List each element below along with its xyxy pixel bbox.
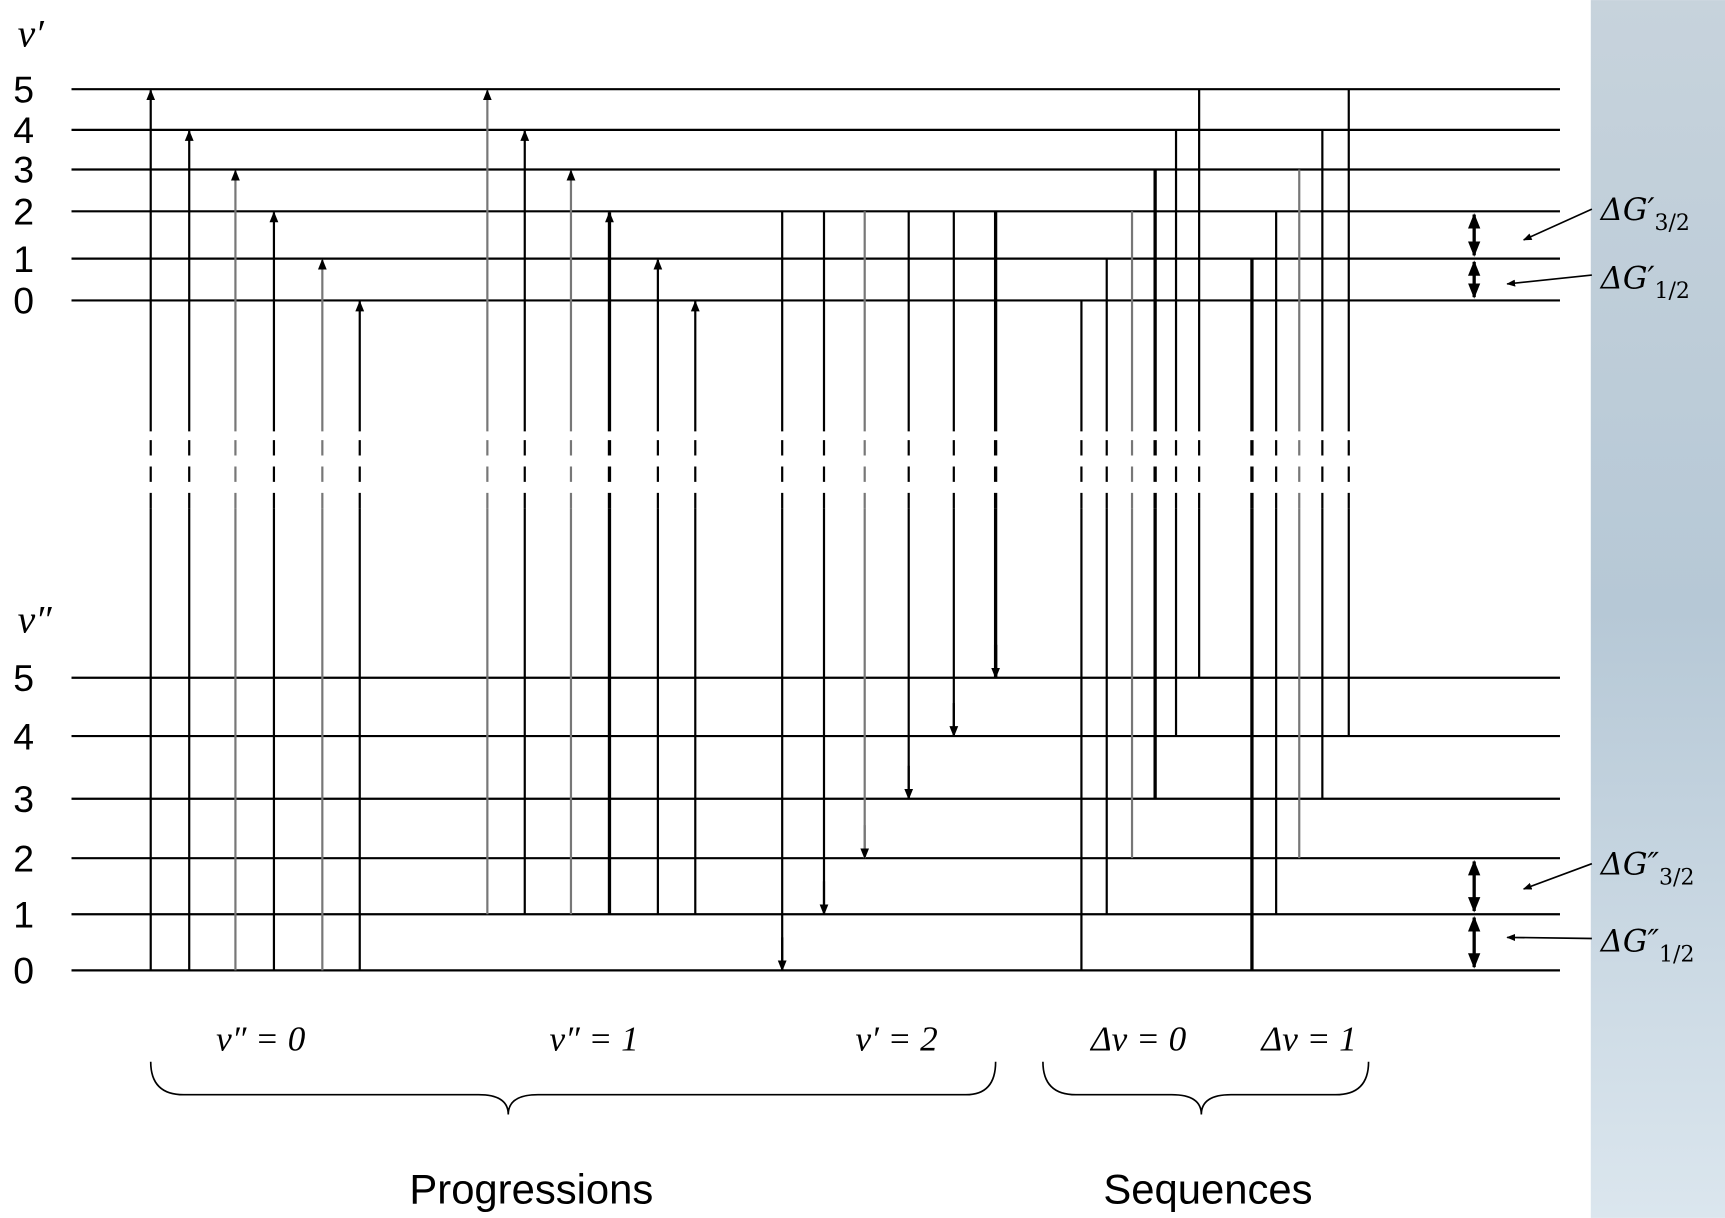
lower-level-label: 4 [13,715,34,757]
upper-level-label: 0 [13,280,34,322]
lower-level-label: 2 [13,837,34,879]
spacing-subscript: 3/2 [1659,866,1694,891]
pointer-arrow [1522,862,1593,890]
upper-level-label: 5 [13,68,34,110]
spacing-label: ΔG″1/2 [1600,924,1695,968]
lower-state-label: v″ [18,598,53,642]
lower-level-label: 3 [13,778,34,820]
spacing-symbol: ΔG′ [1600,260,1655,296]
spacing-label: ΔG′1/2 [1600,260,1690,304]
upper-level-label: 1 [13,238,34,280]
upper-level-label: 4 [13,109,34,151]
group-label: v″ = 0 [216,1020,306,1059]
spacing-label: ΔG′3/2 [1600,192,1690,236]
spacing-subscript: 1/2 [1655,279,1690,304]
lower-level-label: 1 [13,893,34,935]
group-label: v′ = 2 [855,1020,937,1059]
pointer-arrow [1506,933,1592,942]
sequences-brace [1042,1061,1370,1115]
spacing-symbol: ΔG″ [1600,924,1660,960]
background-photo [1590,0,1725,1218]
bracket-label: Sequences [1103,1166,1312,1213]
pointer-arrow [1506,274,1592,287]
spacing-label: ΔG″3/2 [1600,847,1695,891]
group-label: Δv = 0 [1089,1020,1187,1059]
upper-level-label: 2 [13,191,34,233]
group-label: Δv = 1 [1260,1020,1357,1059]
bracket-label: Progressions [409,1166,653,1213]
spacing-symbol: ΔG″ [1600,847,1660,883]
group-label: v″ = 1 [549,1020,638,1059]
upper-state-label: v′ [18,11,46,55]
progressions-brace [149,1061,997,1115]
spacing-subscript: 3/2 [1655,211,1690,236]
spacing-subscript: 1/2 [1659,943,1694,968]
pointer-arrow [1522,208,1593,241]
lower-level-label: 0 [13,950,34,992]
lower-level-label: 5 [13,657,34,699]
spacing-symbol: ΔG′ [1600,192,1655,228]
upper-level-label: 3 [13,149,34,191]
